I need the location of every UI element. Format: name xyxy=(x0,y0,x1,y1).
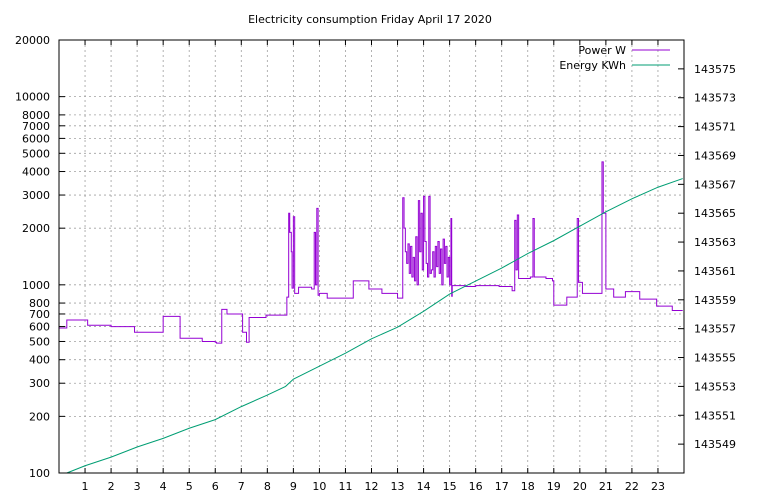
x-tick-label: 9 xyxy=(290,480,297,493)
y-tick-label: 500 xyxy=(29,335,50,348)
series-lines xyxy=(59,161,683,474)
y2-tick-label: 143573 xyxy=(694,92,736,105)
x-tick-labels: 1 2 3 4 5 6 7 8 9 10 11 12 13 14 15 16 17 18 19 20 21 22 23 xyxy=(82,480,665,493)
x-tick-label: 21 xyxy=(599,480,613,493)
y2-tick-label: 143571 xyxy=(694,121,736,134)
y2-tick-label: 143559 xyxy=(694,294,736,307)
x-tick-label: 11 xyxy=(338,480,352,493)
y2-tick-label: 143557 xyxy=(694,323,736,336)
x-tick-label: 22 xyxy=(625,480,639,493)
legend-label: Energy KWh xyxy=(559,59,626,72)
y-tick-label: 10000 xyxy=(15,91,50,104)
x-tick-label: 1 xyxy=(82,480,89,493)
legend: Power W Energy KWh xyxy=(559,44,670,72)
y-tick-label: 800 xyxy=(29,297,50,310)
y-tick-label: 8000 xyxy=(22,109,50,122)
legend-label: Power W xyxy=(578,44,626,57)
x-tick-label: 7 xyxy=(238,480,245,493)
y-tick-label: 3000 xyxy=(22,189,50,202)
chart-title: Electricity consumption Friday April 17 … xyxy=(248,13,492,26)
y2-tick-labels: 143549 143551 143553 143555 143557 143559 1435… xyxy=(694,63,736,451)
y-tick-label: 5000 xyxy=(22,147,50,160)
y-tick-label: 200 xyxy=(29,410,50,423)
x-tick-label: 19 xyxy=(547,480,561,493)
y-tick-label: 2000 xyxy=(22,222,50,235)
y-tick-label: 20000 xyxy=(15,34,50,47)
x-tick-label: 10 xyxy=(312,480,326,493)
y-tick-label: 700 xyxy=(29,308,50,321)
grid-lines xyxy=(59,40,684,473)
y2-tick-label: 143575 xyxy=(694,63,736,76)
x-tick-label: 3 xyxy=(134,480,141,493)
y2-tick-label: 143553 xyxy=(694,380,736,393)
x-tick-label: 23 xyxy=(651,480,665,493)
x-tick-label: 20 xyxy=(573,480,587,493)
y2-tick-label: 143565 xyxy=(694,207,736,220)
x-tick-label: 12 xyxy=(365,480,379,493)
x-tick-label: 13 xyxy=(391,480,405,493)
y2-tick-label: 143555 xyxy=(694,352,736,365)
y2-tick-label: 143569 xyxy=(694,149,736,162)
x-tick-label: 14 xyxy=(417,480,431,493)
x-tick-label: 8 xyxy=(264,480,271,493)
x-tick-label: 18 xyxy=(521,480,535,493)
tick-marks xyxy=(59,39,684,474)
x-tick-label: 17 xyxy=(495,480,509,493)
x-tick-label: 16 xyxy=(469,480,483,493)
y-tick-label: 300 xyxy=(29,377,50,390)
x-tick-label: 4 xyxy=(160,480,167,493)
x-tick-label: 6 xyxy=(212,480,219,493)
series-line-energy xyxy=(66,178,683,474)
x-tick-label: 5 xyxy=(186,480,193,493)
y-tick-label: 100 xyxy=(29,467,50,480)
y-tick-label: 4000 xyxy=(22,166,50,179)
series-line-power xyxy=(59,161,683,344)
y-tick-label: 600 xyxy=(29,321,50,334)
y2-tick-label: 143551 xyxy=(694,409,736,422)
y-tick-label: 7000 xyxy=(22,120,50,133)
x-tick-label: 2 xyxy=(108,480,115,493)
y-tick-label: 400 xyxy=(29,354,50,367)
x-tick-label: 15 xyxy=(443,480,457,493)
y2-tick-label: 143567 xyxy=(694,178,736,191)
y-tick-label: 6000 xyxy=(22,132,50,145)
y-tick-label: 1000 xyxy=(22,279,50,292)
y2-tick-label: 143549 xyxy=(694,438,736,451)
y2-tick-label: 143561 xyxy=(694,265,736,278)
y2-tick-label: 143563 xyxy=(694,236,736,249)
